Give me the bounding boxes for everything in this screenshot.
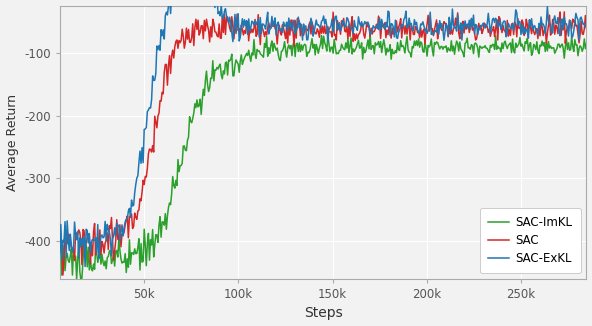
Line: SAC-ImKL: SAC-ImKL bbox=[60, 34, 587, 280]
Line: SAC: SAC bbox=[60, 12, 587, 275]
X-axis label: Steps: Steps bbox=[304, 306, 343, 320]
SAC bbox=[307, 32, 314, 36]
SAC bbox=[371, 30, 378, 34]
SAC bbox=[56, 223, 63, 227]
SAC-ImKL bbox=[572, 43, 580, 47]
SAC-ExKL bbox=[82, 264, 89, 268]
SAC-ImKL bbox=[307, 43, 314, 47]
SAC-ImKL bbox=[78, 278, 85, 282]
SAC-ExKL bbox=[572, 11, 580, 15]
SAC-ImKL bbox=[311, 42, 318, 46]
SAC-ImKL bbox=[490, 43, 497, 47]
SAC bbox=[59, 273, 66, 277]
SAC bbox=[572, 24, 580, 28]
SAC-ExKL bbox=[308, 21, 316, 25]
SAC bbox=[561, 10, 568, 14]
SAC-ImKL bbox=[366, 32, 374, 36]
SAC-ImKL bbox=[372, 41, 379, 45]
Y-axis label: Average Return: Average Return bbox=[5, 94, 18, 191]
SAC bbox=[311, 29, 318, 33]
SAC-ImKL bbox=[583, 41, 590, 45]
SAC-ExKL bbox=[490, 16, 497, 20]
SAC-ImKL bbox=[342, 41, 349, 45]
SAC bbox=[489, 28, 496, 32]
SAC-ExKL bbox=[311, 24, 318, 28]
SAC-ExKL bbox=[372, 25, 379, 29]
SAC-ImKL bbox=[56, 233, 63, 237]
Legend: SAC-ImKL, SAC, SAC-ExKL: SAC-ImKL, SAC, SAC-ExKL bbox=[480, 208, 581, 273]
SAC bbox=[342, 30, 349, 34]
SAC-ExKL bbox=[56, 251, 63, 255]
SAC bbox=[583, 24, 590, 28]
Line: SAC-ExKL: SAC-ExKL bbox=[60, 0, 587, 266]
SAC-ExKL bbox=[343, 16, 350, 20]
SAC-ExKL bbox=[583, 26, 590, 30]
